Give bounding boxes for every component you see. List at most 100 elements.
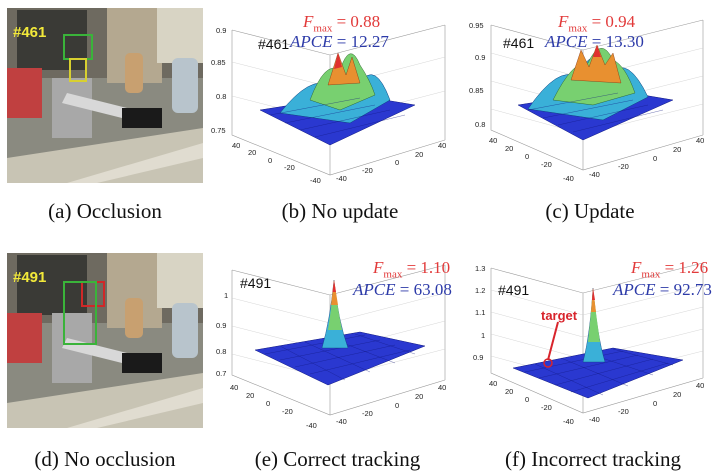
y-tick: 20: [673, 145, 681, 154]
x-tick: -40: [563, 174, 574, 183]
fmax-number: = 0.94: [591, 12, 636, 31]
z-tick: 0.8: [216, 347, 226, 356]
x-tick: 0: [268, 156, 272, 165]
y-tick: 0: [395, 158, 399, 167]
y-tick: 40: [696, 136, 704, 145]
y-tick: -40: [336, 174, 347, 183]
x-tick: 20: [505, 387, 513, 396]
figure-id: #491: [498, 282, 530, 298]
y-tick: -40: [589, 415, 600, 424]
apce-value: APCE = 63.08: [353, 280, 452, 300]
apce-number: = 92.73: [659, 280, 712, 299]
fmax-subscript: max: [568, 22, 588, 35]
y-tick: 0: [653, 399, 657, 408]
caption-d: (d) No occlusion: [34, 447, 176, 471]
y-tick: -20: [362, 409, 373, 418]
x-tick: 40: [489, 136, 497, 145]
target-annotation: target: [541, 308, 578, 323]
z-tick: 0.95: [469, 21, 484, 30]
x-tick: 20: [505, 144, 513, 153]
fmax-value: Fmax = 0.94: [558, 12, 635, 34]
z-tick: 0.9: [216, 26, 226, 35]
y-tick: 0: [395, 401, 399, 410]
fmax-value: Fmax = 1.10: [373, 258, 450, 280]
x-tick: 40: [489, 379, 497, 388]
z-tick: 0.7: [216, 369, 226, 378]
tracking-box-yellow: [69, 58, 87, 82]
x-tick: -40: [563, 417, 574, 426]
response-map-e: #491 Fmax = 1.10 APCE = 63.08 1 0.9 0.8 …: [210, 250, 460, 440]
figure-id: #461: [258, 36, 290, 52]
figure-id: #491: [240, 275, 272, 291]
y-tick: 40: [438, 383, 446, 392]
apce-value: APCE = 13.30: [545, 32, 644, 52]
caption-a: (a) Occlusion: [48, 199, 162, 223]
z-tick: 0.9: [475, 53, 485, 62]
y-tick: -20: [618, 407, 629, 416]
caption-b: (b) No update: [281, 199, 399, 223]
frame-label: #491: [13, 269, 47, 286]
x-tick: -40: [310, 176, 321, 185]
x-tick: 0: [525, 395, 529, 404]
tracking-box-green: [63, 281, 97, 345]
x-tick: 20: [248, 148, 256, 157]
x-tick: 40: [232, 141, 240, 150]
apce-label: APCE: [290, 32, 333, 51]
z-tick: 0.9: [473, 353, 483, 362]
caption-e: (e) Correct tracking: [254, 447, 421, 471]
y-tick: -20: [618, 162, 629, 171]
fmax-symbol: F: [373, 258, 384, 277]
apce-label: APCE: [613, 280, 656, 299]
x-tick: -20: [541, 403, 552, 412]
x-tick: 0: [525, 152, 529, 161]
fmax-subscript: max: [641, 268, 661, 281]
response-map-c: #461 Fmax = 0.94 APCE = 13.30 0.95 0.9 0…: [463, 5, 718, 190]
apce-label: APCE: [545, 32, 588, 51]
x-tick: 0: [266, 399, 270, 408]
fmax-symbol: F: [631, 258, 642, 277]
z-tick: 1: [224, 291, 228, 300]
z-tick: 1.3: [475, 264, 485, 273]
z-tick: 0.8: [475, 120, 485, 129]
response-map-b: #461 Fmax = 0.88 APCE = 12.27 0.9 0.85 0…: [210, 5, 460, 190]
fmax-number: = 0.88: [336, 12, 381, 31]
fmax-subscript: max: [313, 22, 333, 35]
y-tick: 40: [438, 141, 446, 150]
fmax-value: Fmax = 0.88: [303, 12, 380, 34]
x-tick: 20: [246, 391, 254, 400]
x-tick: -20: [284, 163, 295, 172]
apce-number: = 13.30: [591, 32, 644, 51]
no-occlusion-photo: #491: [7, 253, 203, 428]
target-pointer: [547, 321, 559, 361]
y-tick: -20: [362, 166, 373, 175]
occlusion-photo: #461: [7, 8, 203, 183]
apce-number: = 63.08: [399, 280, 452, 299]
x-tick: -20: [282, 407, 293, 416]
response-map-f: target #491 Fmax = 1.26 APCE = 92.73 1.3…: [463, 250, 718, 440]
figure-id: #461: [503, 35, 535, 51]
y-tick: 40: [696, 381, 704, 390]
fmax-symbol: F: [558, 12, 569, 31]
fmax-subscript: max: [383, 268, 403, 281]
z-tick: 0.9: [216, 321, 226, 330]
y-tick: 0: [653, 154, 657, 163]
fmax-value: Fmax = 1.26: [631, 258, 708, 280]
y-tick: 20: [415, 392, 423, 401]
fmax-symbol: F: [303, 12, 314, 31]
fmax-number: = 1.10: [406, 258, 451, 277]
fmax-number: = 1.26: [664, 258, 709, 277]
target-marker: [543, 358, 553, 368]
y-tick: 20: [673, 390, 681, 399]
tracking-box-green: [63, 34, 93, 60]
x-tick: 40: [230, 383, 238, 392]
apce-label: APCE: [353, 280, 396, 299]
x-tick: -40: [306, 421, 317, 430]
apce-value: APCE = 12.27: [290, 32, 389, 52]
y-tick: 20: [415, 150, 423, 159]
y-tick: -40: [336, 417, 347, 426]
z-tick: 0.8: [216, 92, 226, 101]
x-tick: -20: [541, 160, 552, 169]
y-tick: -40: [589, 170, 600, 179]
z-tick: 0.85: [211, 58, 226, 67]
z-tick: 1.1: [475, 308, 485, 317]
